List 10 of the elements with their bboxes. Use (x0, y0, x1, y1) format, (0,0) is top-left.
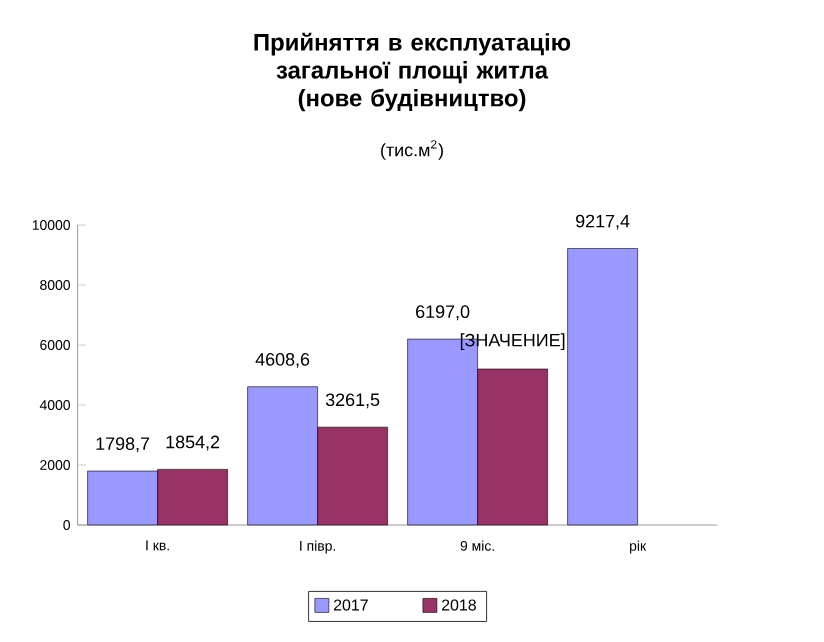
chart-title: Прийняття в експлуатацію загальної площі житла (нове будівництво) (254, 32, 571, 112)
data-label: 4608,6 (255, 352, 310, 368)
data-label: 9217,4 (576, 214, 630, 230)
data-label: 1854,2 (166, 435, 220, 451)
data-label: 6197,0 (416, 305, 470, 321)
data-label: [ЗНАЧЕНИЕ] (460, 333, 565, 351)
bar (567, 248, 638, 526)
chart-subtitle: (тис.м$^{2}$) (381, 140, 443, 160)
data-label: 3261,5 (325, 393, 380, 409)
data-label: 1798,7 (96, 437, 150, 453)
